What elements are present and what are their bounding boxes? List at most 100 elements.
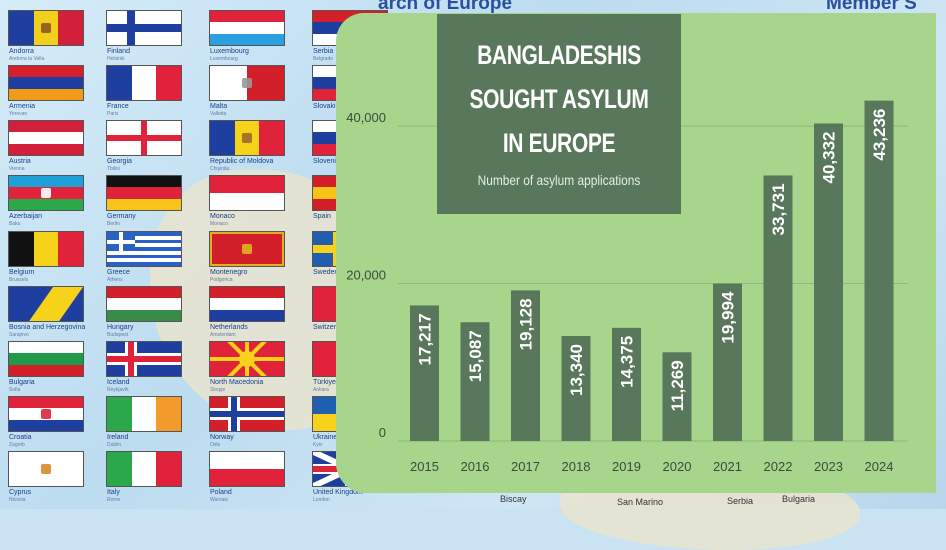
flag-icon	[106, 231, 182, 267]
flag-capital-name: Skopje	[210, 387, 226, 393]
bar	[662, 352, 692, 441]
flag-item: France Paris	[106, 65, 206, 121]
flag-capital-name: Oslo	[210, 442, 221, 448]
flag-capital-name: Sarajevo	[9, 332, 29, 338]
y-tick-label: 20,000	[346, 268, 386, 283]
flag-item: Georgia Tbilisi	[106, 120, 206, 176]
bar	[511, 290, 540, 441]
flag-item: Netherlands Amsterdam	[209, 286, 309, 342]
flag-capital-name: Chișinău	[210, 166, 230, 172]
flag-icon	[209, 175, 285, 211]
x-tick-label: 2021	[713, 459, 742, 474]
chart-panel: 0 20,000 40,000 17,217 2015 15,087 2016 19,128 2…	[336, 13, 936, 493]
flag-capital-name: Podgorica	[210, 277, 233, 283]
flag-icon	[209, 65, 285, 101]
map-label: San Marino	[617, 497, 664, 507]
flag-country-name: United Kingdom	[313, 489, 363, 496]
flag-item: Greece Athens	[106, 231, 206, 287]
flag-country-name: Slovakia	[313, 103, 340, 110]
flag-icon	[106, 175, 182, 211]
bar	[763, 175, 793, 442]
flag-icon	[8, 451, 84, 487]
flag-capital-name: Warsaw	[210, 497, 228, 503]
flag-icon	[209, 341, 285, 377]
flag-item: Montenegro Podgorica	[209, 231, 309, 287]
bar	[410, 305, 439, 441]
flag-country-name: Malta	[210, 103, 228, 110]
chart-title-box: BANGLADESHIS SOUGHT ASYLUM IN EUROPE Num…	[437, 14, 681, 214]
bar	[460, 322, 490, 441]
flag-icon	[106, 451, 182, 487]
chart-title-line: IN EUROPE	[502, 128, 616, 158]
flag-item: Austria Vienna	[8, 120, 108, 176]
x-tick-label: 2022	[764, 459, 793, 474]
bar-value-label: 19,994	[719, 291, 738, 344]
flag-icon	[106, 286, 182, 322]
flag-country-name: Georgia	[107, 158, 132, 165]
flag-country-name: Ukraine	[313, 434, 338, 441]
flag-capital-name: Luxembourg	[210, 56, 238, 62]
y-tick-label: 40,000	[346, 110, 386, 125]
bar-value-label: 17,217	[416, 313, 435, 365]
flag-capital-name: Kyiv	[313, 442, 323, 448]
flag-icon	[106, 341, 182, 377]
bar	[814, 123, 843, 441]
map-label: Bulgaria	[782, 494, 816, 504]
flag-icon	[209, 451, 285, 487]
bar	[713, 283, 742, 441]
chart-title-line: SOUGHT ASYLUM	[469, 84, 649, 114]
flag-country-name: Cyprus	[9, 489, 32, 496]
flag-item: Finland Helsinki	[106, 10, 206, 66]
flag-item: Bosnia and Herzegovina Sarajevo	[8, 286, 108, 342]
flag-icon	[209, 396, 285, 432]
flag-capital-name: Yerevan	[9, 111, 28, 117]
flag-country-name: Monaco	[210, 213, 235, 220]
bar-value-label: 13,340	[567, 344, 586, 396]
flag-item: Germany Berlin	[106, 175, 206, 231]
flag-country-name: Sweden	[313, 269, 339, 276]
bar-value-label: 11,269	[668, 360, 687, 411]
flag-item: Armenia Yerevan	[8, 65, 108, 121]
flag-icon	[209, 286, 285, 322]
bar	[561, 335, 591, 441]
flag-icon	[8, 10, 84, 46]
background-header-right: Member S	[826, 0, 917, 14]
flag-country-name: Netherlands	[210, 324, 248, 331]
flag-item: Croatia Zagreb	[8, 396, 108, 452]
flag-item: Poland Warsaw	[209, 451, 309, 507]
flag-country-name: Iceland	[107, 379, 130, 386]
x-tick-label: 2024	[865, 459, 894, 474]
flag-country-name: Luxembourg	[210, 48, 249, 55]
flag-country-name: Poland	[210, 489, 232, 496]
x-tick-label: 2019	[612, 459, 641, 474]
flag-capital-name: Belgrade	[313, 56, 334, 62]
flag-capital-name: London	[313, 497, 330, 503]
flag-icon	[8, 120, 84, 156]
flag-capital-name: Zagreb	[9, 442, 25, 448]
asylum-bar-chart: 0 20,000 40,000 17,217 2015 15,087 2016 19,128 2…	[346, 100, 908, 474]
flag-country-name: Armenia	[9, 103, 36, 110]
bar	[864, 100, 894, 441]
flag-capital-name: Reykjavík	[107, 387, 129, 393]
flag-item: Andorra Andorra la Vella	[8, 10, 108, 66]
flag-icon	[209, 10, 285, 46]
flag-country-name: Azerbaijan	[9, 213, 43, 220]
flag-icon	[106, 65, 182, 101]
flag-icon	[106, 120, 182, 156]
map-label: Biscay	[500, 494, 527, 504]
bar-value-label: 43,236	[870, 109, 889, 161]
flag-capital-name: Helsinki	[107, 56, 125, 62]
flag-country-name: Croatia	[9, 434, 32, 441]
flag-icon	[209, 120, 285, 156]
flag-capital-name: Brussels	[9, 277, 29, 283]
flag-country-name: Bosnia and Herzegovina	[9, 324, 86, 331]
flag-icon	[8, 231, 84, 267]
y-tick-label: 0	[379, 425, 386, 440]
flag-capital-name: Baku	[9, 221, 21, 227]
flag-country-name: Serbia	[313, 48, 334, 55]
flag-capital-name: Rome	[107, 497, 121, 503]
flag-capital-name: Amsterdam	[210, 332, 236, 338]
flag-item: Norway Oslo	[209, 396, 309, 452]
flag-item: Cyprus Nicosia	[8, 451, 108, 507]
flag-capital-name: Nicosia	[9, 497, 26, 503]
